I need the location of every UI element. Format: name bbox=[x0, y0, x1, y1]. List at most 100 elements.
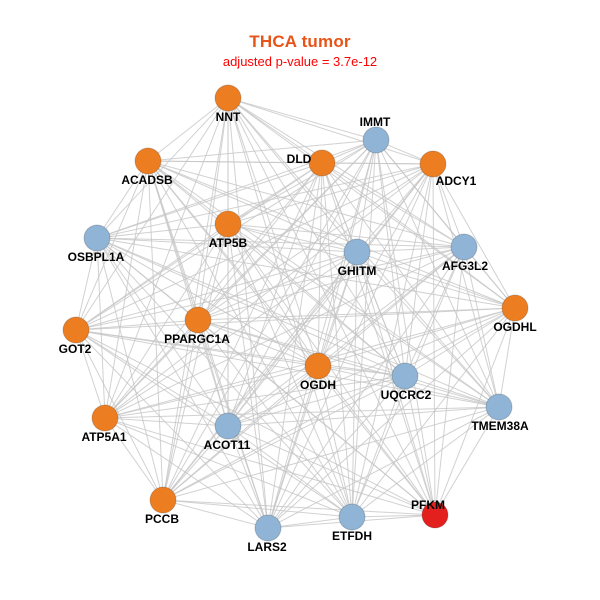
edge-DLD-GOT2 bbox=[75, 162, 323, 331]
edge-ACADSB-ADCY1 bbox=[147, 160, 434, 165]
edge-OSBPL1A-GOT2 bbox=[75, 237, 98, 331]
edge-NNT-GHITM bbox=[227, 97, 358, 253]
edge-OSBPL1A-OGDHL bbox=[96, 237, 516, 309]
node-OSBPL1A bbox=[83, 224, 111, 252]
edge-ATP5B-AFG3L2 bbox=[227, 223, 465, 248]
edge-GOT2-TMEM38A bbox=[75, 329, 500, 408]
edge-NNT-DLD bbox=[227, 97, 323, 164]
edge-TMEM38A-PCCB bbox=[162, 406, 500, 501]
edge-DLD-PFKM bbox=[321, 162, 436, 516]
edge-ADCY1-UQCRC2 bbox=[404, 163, 434, 377]
node-label-PCCB: PCCB bbox=[145, 512, 179, 526]
node-label-OGDHL: OGDHL bbox=[493, 320, 536, 334]
edge-ATP5B-OSBPL1A bbox=[96, 223, 229, 239]
edge-DLD-OSBPL1A bbox=[96, 162, 323, 239]
edge-OGDHL-OGDH bbox=[317, 307, 516, 367]
edge-GHITM-ACOT11 bbox=[227, 251, 358, 427]
node-label-PFKM: PFKM bbox=[411, 498, 445, 512]
edge-IMMT-LARS2 bbox=[267, 139, 377, 529]
node-label-UQCRC2: UQCRC2 bbox=[381, 388, 432, 402]
node-GOT2 bbox=[62, 316, 90, 344]
edge-OGDHL-PPARGC1A bbox=[197, 307, 516, 321]
edge-OSBPL1A-TMEM38A bbox=[96, 237, 500, 408]
node-label-ACADSB: ACADSB bbox=[121, 173, 173, 187]
edge-GOT2-PCCB bbox=[75, 329, 164, 501]
edge-ATP5B-LARS2 bbox=[227, 223, 269, 529]
edge-GHITM-AFG3L2 bbox=[356, 246, 465, 253]
node-label-LARS2: LARS2 bbox=[247, 540, 287, 554]
edge-NNT-IMMT bbox=[227, 97, 377, 141]
node-TMEM38A bbox=[485, 393, 513, 421]
edge-TMEM38A-PFKM bbox=[434, 406, 500, 516]
node-label-ATP5A1: ATP5A1 bbox=[81, 430, 126, 444]
edge-OGDHL-PFKM bbox=[434, 307, 516, 516]
edge-GOT2-LARS2 bbox=[75, 329, 269, 529]
node-ACADSB bbox=[134, 147, 162, 175]
node-labels-layer: NNT IMMT DLD ACADSB ADCY1 ATP5B OSBPL1A GHITM AF… bbox=[59, 110, 537, 554]
edge-NNT-PFKM bbox=[227, 97, 436, 516]
edge-PPARGC1A-ATP5A1 bbox=[104, 319, 199, 419]
node-NNT bbox=[214, 84, 242, 112]
edge-NNT-AFG3L2 bbox=[227, 97, 465, 248]
edge-PPARGC1A-PFKM bbox=[197, 319, 436, 516]
edge-ATP5B-GHITM bbox=[227, 223, 358, 253]
edge-PPARGC1A-OGDH bbox=[197, 319, 319, 367]
edge-ADCY1-ATP5B bbox=[227, 163, 434, 225]
edge-PFKM-PCCB bbox=[162, 499, 436, 516]
node-ATP5A1 bbox=[91, 404, 119, 432]
edge-PPARGC1A-UQCRC2 bbox=[197, 319, 406, 377]
plot-subtitle: adjusted p-value = 3.7e-12 bbox=[222, 54, 378, 69]
edge-IMMT-ACADSB bbox=[147, 139, 377, 162]
edge-OGDH-LARS2 bbox=[267, 365, 319, 529]
edge-ACOT11-ETFDH bbox=[227, 425, 353, 518]
edge-ACOT11-PFKM bbox=[227, 425, 436, 516]
node-label-DLD: DLD bbox=[287, 152, 312, 166]
edge-ACADSB-ATP5A1 bbox=[104, 160, 149, 419]
edge-OGDH-ETFDH bbox=[317, 365, 353, 518]
edge-ACOT11-PCCB bbox=[162, 425, 229, 501]
edge-NNT-PCCB bbox=[162, 97, 229, 501]
node-ETFDH bbox=[338, 503, 366, 531]
edge-GHITM-LARS2 bbox=[267, 251, 358, 529]
edge-PCCB-ETFDH bbox=[162, 499, 353, 518]
edge-NNT-LARS2 bbox=[227, 97, 269, 529]
edge-PCCB-LARS2 bbox=[162, 499, 269, 529]
edge-UQCRC2-ATP5A1 bbox=[104, 375, 406, 419]
edge-DLD-AFG3L2 bbox=[321, 162, 465, 248]
edge-PPARGC1A-TMEM38A bbox=[197, 319, 500, 408]
edge-OGDH-ACOT11 bbox=[227, 365, 319, 427]
edge-GHITM-GOT2 bbox=[75, 251, 358, 331]
edge-ATP5B-ETFDH bbox=[227, 223, 353, 518]
edge-UQCRC2-PFKM bbox=[404, 375, 436, 516]
node-label-TMEM38A: TMEM38A bbox=[471, 419, 529, 433]
edge-ADCY1-PFKM bbox=[432, 163, 436, 516]
node-IMMT bbox=[362, 126, 390, 154]
edge-GHITM-ATP5A1 bbox=[104, 251, 358, 419]
edge-PPARGC1A-ETFDH bbox=[197, 319, 353, 518]
edge-OGDHL-PCCB bbox=[162, 307, 516, 501]
node-PPARGC1A bbox=[184, 306, 212, 334]
node-label-PPARGC1A: PPARGC1A bbox=[164, 332, 230, 346]
edge-DLD-ACOT11 bbox=[227, 162, 323, 427]
edge-ACADSB-GHITM bbox=[147, 160, 358, 253]
edge-ATP5B-OGDH bbox=[227, 223, 319, 367]
edge-OGDHL-UQCRC2 bbox=[404, 307, 516, 377]
edge-UQCRC2-PCCB bbox=[162, 375, 406, 501]
edge-ADCY1-OGDH bbox=[317, 163, 434, 367]
node-label-ETFDH: ETFDH bbox=[332, 529, 372, 543]
edge-ACADSB-ACOT11 bbox=[147, 160, 229, 427]
node-label-ACOT11: ACOT11 bbox=[204, 438, 251, 452]
edge-ATP5A1-ACOT11 bbox=[104, 417, 229, 427]
edge-GOT2-PPARGC1A bbox=[75, 319, 199, 331]
node-label-ATP5B: ATP5B bbox=[209, 236, 248, 250]
edge-ACADSB-PCCB bbox=[147, 160, 164, 501]
edge-TMEM38A-ATP5A1 bbox=[104, 406, 500, 419]
edge-NNT-ETFDH bbox=[227, 97, 353, 518]
edge-DLD-LARS2 bbox=[267, 162, 323, 529]
edge-PFKM-ETFDH bbox=[351, 514, 436, 518]
edge-ETFDH-LARS2 bbox=[267, 516, 353, 529]
edge-NNT-ATP5A1 bbox=[104, 97, 229, 419]
edge-ACADSB-AFG3L2 bbox=[147, 160, 465, 248]
edge-ATP5A1-ETFDH bbox=[104, 417, 353, 518]
